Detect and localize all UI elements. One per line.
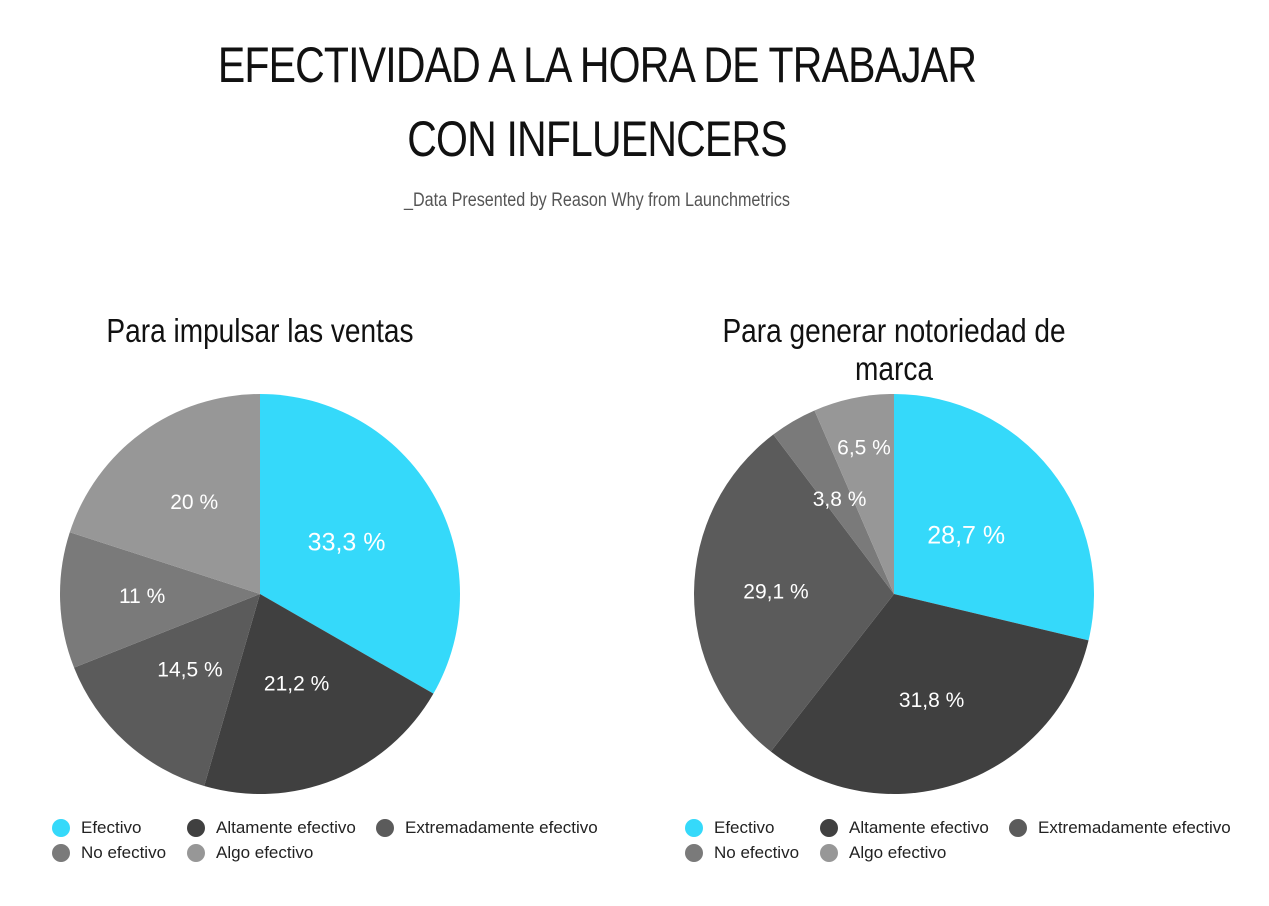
legend-item-efectivo: Efectivo (685, 818, 774, 838)
slice-label-altamente: 21,2 % (264, 672, 329, 695)
title-line-1: EFECTIVIDAD A LA HORA DE TRABAJAR (217, 37, 977, 93)
legend-label: Algo efectivo (849, 843, 947, 862)
legend-swatch (1009, 819, 1027, 837)
legend-swatch (187, 819, 205, 837)
legend-swatch (52, 844, 70, 862)
legend-item-altamente: Altamente efectivo (820, 818, 989, 838)
legend-label: Extremadamente efectivo (1038, 818, 1231, 837)
slice-label-algo_efectivo: 6,5 % (837, 437, 891, 460)
pie-chart-notoriedad: 28,7 % 31,8 % 29,1 % 3,8 % 6,5 % (694, 394, 1095, 794)
chart-title-ventas: Para impulsar las ventas (106, 312, 414, 349)
legend-item-algo_efectivo: Algo efectivo (820, 843, 946, 863)
page-subtitle: _Data Presented by Reason Why from Launc… (403, 190, 790, 211)
page-title: EFECTIVIDAD A LA HORA DE TRABAJAR CON IN… (107, 28, 1086, 176)
legend-label: Efectivo (81, 818, 142, 837)
legend-label: Efectivo (714, 818, 775, 837)
pie-chart-ventas: 33,3 % 21,2 % 14,5 % 11 % 20 % (60, 394, 460, 795)
legend-label: Algo efectivo (216, 843, 314, 862)
pie-slice-altamente (204, 594, 434, 795)
legend-item-extremadamente: Extremadamente efectivo (376, 818, 598, 838)
legend-item-no_efectivo: No efectivo (52, 843, 166, 863)
legend-item-extremadamente: Extremadamente efectivo (1009, 818, 1231, 838)
title-line-2: CON INFLUENCERS (407, 111, 787, 167)
legend-label: No efectivo (81, 843, 167, 862)
pie-slice-extremadamente (74, 594, 260, 787)
pie-slice-altamente (770, 594, 1089, 794)
legend-label: Altamente efectivo (849, 818, 989, 837)
legend-swatch (820, 844, 838, 862)
legend-swatch (685, 844, 703, 862)
legend-item-efectivo: Efectivo (52, 818, 141, 838)
slice-label-algo_efectivo: 20 % (170, 491, 218, 514)
slice-label-altamente: 31,8 % (899, 689, 964, 712)
legend-item-algo_efectivo: Algo efectivo (187, 843, 313, 863)
legend-swatch (820, 819, 838, 837)
pie-slice-efectivo (260, 394, 460, 694)
legend-label: Altamente efectivo (216, 818, 356, 837)
pie-slice-algo_efectivo (69, 394, 260, 594)
legend-item-altamente: Altamente efectivo (187, 818, 356, 838)
slice-label-efectivo: 28,7 % (927, 522, 1005, 550)
legend-swatch (52, 819, 70, 837)
chart-title-notoriedad: Para generar notoriedad de marca (722, 312, 1066, 387)
legend-label: No efectivo (714, 843, 800, 862)
legend-swatch (376, 819, 394, 837)
legend-swatch (187, 844, 205, 862)
pie-slice-no_efectivo (60, 532, 260, 668)
pie-slice-algo_efectivo (814, 394, 894, 594)
slice-label-extremadamente: 29,1 % (743, 581, 808, 604)
legend-label: Extremadamente efectivo (405, 818, 598, 837)
slice-label-no_efectivo: 11 % (119, 585, 165, 608)
pie-slice-efectivo (894, 394, 1095, 641)
legend-swatch (685, 819, 703, 837)
slice-label-extremadamente: 14,5 % (157, 658, 222, 681)
pie-slice-no_efectivo (773, 410, 894, 594)
pie-slice-extremadamente (694, 434, 894, 752)
legend-item-no_efectivo: No efectivo (685, 843, 799, 863)
slice-label-efectivo: 33,3 % (308, 529, 386, 557)
slice-label-no_efectivo: 3,8 % (813, 488, 867, 511)
